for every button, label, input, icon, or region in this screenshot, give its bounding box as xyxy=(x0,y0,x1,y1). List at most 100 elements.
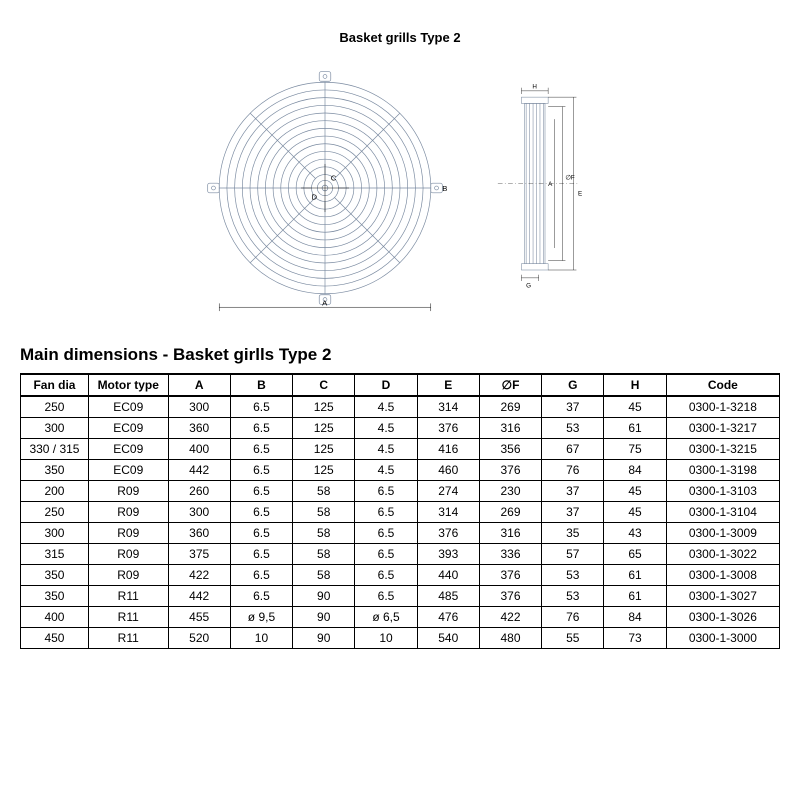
table-row: 300R093606.5586.537631635430300-1-3009 xyxy=(21,523,780,544)
table-cell: 90 xyxy=(293,607,355,628)
svg-text:∅F: ∅F xyxy=(565,175,574,182)
table-cell: 125 xyxy=(293,418,355,439)
table-header-cell: B xyxy=(230,374,292,396)
table-cell: 4.5 xyxy=(355,460,417,481)
svg-text:H: H xyxy=(532,84,537,91)
table-cell: EC09 xyxy=(88,396,168,418)
table-cell: 58 xyxy=(293,502,355,523)
table-header-cell: D xyxy=(355,374,417,396)
table-cell: 75 xyxy=(604,439,666,460)
table-row: 250R093006.5586.531426937450300-1-3104 xyxy=(21,502,780,523)
table-cell: 45 xyxy=(604,396,666,418)
table-cell: 376 xyxy=(479,565,541,586)
table-cell: 67 xyxy=(542,439,604,460)
svg-text:B: B xyxy=(442,183,447,192)
table-cell: 376 xyxy=(479,460,541,481)
table-cell: 6.5 xyxy=(230,418,292,439)
table-cell: 125 xyxy=(293,396,355,418)
table-cell: 4.5 xyxy=(355,418,417,439)
table-cell: 0300-1-3008 xyxy=(666,565,779,586)
table-cell: 0300-1-3009 xyxy=(666,523,779,544)
table-cell: 6.5 xyxy=(355,565,417,586)
table-row: 350EC094426.51254.546037676840300-1-3198 xyxy=(21,460,780,481)
table-row: 400R11455ø 9,590ø 6,547642276840300-1-30… xyxy=(21,607,780,628)
grill-side-view: HE∅FAG xyxy=(490,60,600,315)
table-cell: 58 xyxy=(293,565,355,586)
table-cell: 356 xyxy=(479,439,541,460)
table-cell: 37 xyxy=(542,502,604,523)
table-cell: 274 xyxy=(417,481,479,502)
table-cell: 400 xyxy=(168,439,230,460)
dimensions-table: Fan diaMotor typeABCDE∅FGHCode 250EC0930… xyxy=(20,373,780,649)
table-cell: 6.5 xyxy=(355,481,417,502)
table-cell: EC09 xyxy=(88,418,168,439)
table-cell: 125 xyxy=(293,460,355,481)
table-cell: 125 xyxy=(293,439,355,460)
table-cell: 0300-1-3198 xyxy=(666,460,779,481)
table-cell: 10 xyxy=(230,628,292,649)
table-cell: 0300-1-3027 xyxy=(666,586,779,607)
table-cell: ø 9,5 xyxy=(230,607,292,628)
table-cell: 485 xyxy=(417,586,479,607)
table-cell: 0300-1-3215 xyxy=(666,439,779,460)
table-cell: 0300-1-3022 xyxy=(666,544,779,565)
table-cell: 61 xyxy=(604,586,666,607)
table-cell: 0300-1-3218 xyxy=(666,396,779,418)
table-cell: 37 xyxy=(542,481,604,502)
table-cell: 480 xyxy=(479,628,541,649)
table-cell: 0300-1-3026 xyxy=(666,607,779,628)
table-cell: 0300-1-3103 xyxy=(666,481,779,502)
svg-text:E: E xyxy=(578,190,582,197)
table-row: 250EC093006.51254.531426937450300-1-3218 xyxy=(21,396,780,418)
svg-text:C: C xyxy=(331,173,337,182)
table-cell: 455 xyxy=(168,607,230,628)
table-cell: 58 xyxy=(293,481,355,502)
table-header-cell: H xyxy=(604,374,666,396)
table-cell: 57 xyxy=(542,544,604,565)
table-row: 300EC093606.51254.537631653610300-1-3217 xyxy=(21,418,780,439)
table-cell: 6.5 xyxy=(230,502,292,523)
table-cell: 336 xyxy=(479,544,541,565)
table-cell: 350 xyxy=(21,586,89,607)
svg-text:A: A xyxy=(548,181,553,188)
table-cell: 442 xyxy=(168,586,230,607)
table-cell: 6.5 xyxy=(355,523,417,544)
table-cell: 360 xyxy=(168,523,230,544)
table-cell: 61 xyxy=(604,565,666,586)
table-header-cell: Fan dia xyxy=(21,374,89,396)
table-cell: 330 / 315 xyxy=(21,439,89,460)
table-header-cell: G xyxy=(542,374,604,396)
table-cell: 376 xyxy=(417,418,479,439)
table-cell: 200 xyxy=(21,481,89,502)
table-body: 250EC093006.51254.531426937450300-1-3218… xyxy=(21,396,780,649)
table-cell: 360 xyxy=(168,418,230,439)
table-cell: EC09 xyxy=(88,460,168,481)
table-cell: 65 xyxy=(604,544,666,565)
table-cell: 314 xyxy=(417,502,479,523)
table-cell: 53 xyxy=(542,565,604,586)
table-cell: 6.5 xyxy=(230,481,292,502)
table-cell: 6.5 xyxy=(355,502,417,523)
table-header-cell: Code xyxy=(666,374,779,396)
table-cell: 84 xyxy=(604,460,666,481)
table-cell: 58 xyxy=(293,523,355,544)
table-cell: 0300-1-3217 xyxy=(666,418,779,439)
table-cell: 316 xyxy=(479,523,541,544)
table-cell: 442 xyxy=(168,460,230,481)
table-cell: 10 xyxy=(355,628,417,649)
table-cell: 90 xyxy=(293,586,355,607)
table-cell: 260 xyxy=(168,481,230,502)
svg-text:A: A xyxy=(322,298,328,307)
table-cell: 37 xyxy=(542,396,604,418)
table-cell: 400 xyxy=(21,607,89,628)
table-cell: 520 xyxy=(168,628,230,649)
table-cell: 43 xyxy=(604,523,666,544)
table-cell: 376 xyxy=(417,523,479,544)
table-cell: 4.5 xyxy=(355,396,417,418)
table-cell: 76 xyxy=(542,460,604,481)
table-row: 330 / 315EC094006.51254.541635667750300-… xyxy=(21,439,780,460)
table-cell: 300 xyxy=(21,523,89,544)
table-cell: 6.5 xyxy=(230,565,292,586)
table-row: 350R114426.5906.548537653610300-1-3027 xyxy=(21,586,780,607)
table-cell: 376 xyxy=(479,586,541,607)
